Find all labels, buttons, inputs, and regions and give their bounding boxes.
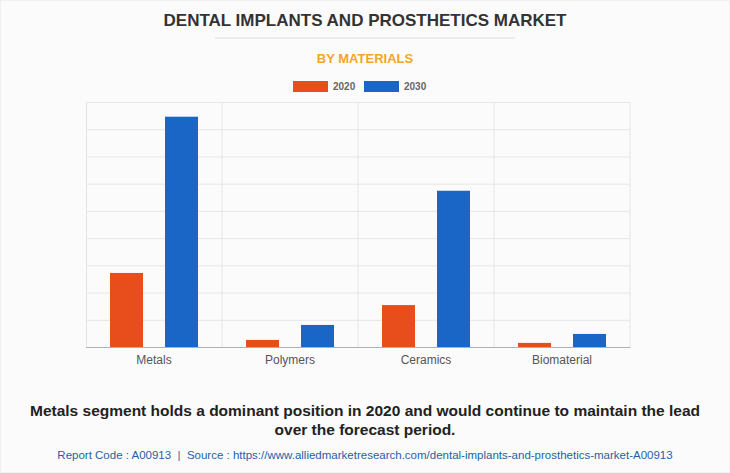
bar	[301, 325, 334, 347]
bar	[165, 117, 198, 347]
chart: DENTAL IMPLANTS AND PROSTHETICS MARKET BY…	[0, 0, 730, 473]
subtitle: BY MATERIALS	[317, 51, 414, 66]
legend-swatch	[364, 81, 399, 92]
category-separator	[358, 102, 359, 347]
title: DENTAL IMPLANTS AND PROSTHETICS MARKET	[164, 11, 568, 30]
legend-label: 2020	[333, 81, 356, 92]
legend: 2020 2030	[293, 81, 427, 92]
category-separator	[494, 102, 495, 347]
bar	[382, 305, 415, 347]
category-separator	[222, 102, 223, 347]
y-axis-line	[87, 103, 631, 348]
bar	[437, 191, 470, 347]
y-axis	[86, 103, 630, 348]
grid-line	[86, 347, 630, 348]
title-rule	[215, 38, 515, 39]
x-tick-label: Polymers	[265, 353, 315, 367]
legend-label: 2030	[404, 81, 427, 92]
x-tick-label: Metals	[136, 353, 171, 367]
category-separators	[222, 102, 630, 347]
caption: Metals segment holds a dominant position…	[30, 402, 700, 419]
bar	[518, 343, 551, 347]
legend-swatch	[293, 81, 328, 92]
bar	[246, 340, 279, 347]
x-tick: Polymers	[265, 347, 315, 367]
x-axis-line	[87, 347, 631, 348]
bar	[110, 273, 143, 347]
category-separator	[630, 102, 631, 347]
x-tick-label: Biomaterial	[532, 353, 592, 367]
bar	[573, 334, 606, 347]
x-tick: Ceramics	[401, 347, 452, 367]
x-tick-label: Ceramics	[401, 353, 452, 367]
bars	[110, 117, 606, 347]
x-tick: Biomaterial	[532, 347, 592, 367]
x-axis: Metals Polymers Ceramics Biomaterial	[87, 347, 631, 367]
source: Report Code : A00913 | Source : https://…	[57, 449, 672, 461]
x-tick: Metals	[136, 347, 171, 367]
background	[0, 0, 730, 473]
y-tick	[86, 347, 630, 348]
caption: over the forecast period.	[275, 421, 456, 438]
